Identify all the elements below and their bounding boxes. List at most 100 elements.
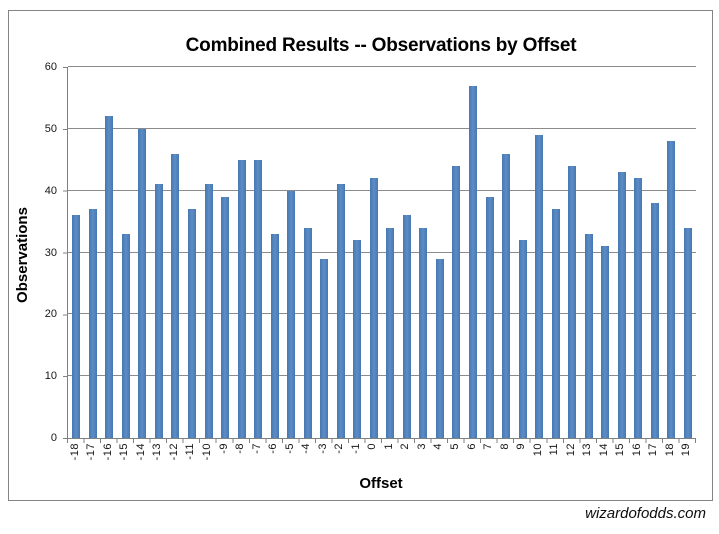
x-tick-label: -3 (316, 443, 329, 454)
x-tick-slot: 6 (464, 443, 481, 460)
bar (353, 240, 362, 438)
bar-column (382, 67, 399, 438)
x-tick-slot: -1 (348, 443, 365, 460)
x-tick-slot: -16 (100, 443, 117, 460)
x-tick-slot: -14 (133, 443, 150, 460)
gridline (68, 375, 696, 377)
x-tick-label: 10 (531, 443, 544, 457)
bar-column (68, 67, 85, 438)
bar-column (366, 67, 383, 438)
x-tick-slot: 11 (546, 443, 563, 460)
bar (237, 159, 246, 438)
x-tick-slot: 3 (414, 443, 431, 460)
x-tick-label: 3 (415, 443, 428, 450)
bar (320, 258, 329, 438)
bar (683, 227, 692, 438)
x-tick-label: -7 (250, 443, 263, 454)
x-tick-label: 1 (382, 443, 395, 450)
x-tick-slot: 16 (629, 443, 646, 460)
bar-column (647, 67, 664, 438)
bar-column (283, 67, 300, 438)
gridline (68, 251, 696, 253)
x-tick-slot: -3 (315, 443, 332, 460)
bar-column (580, 67, 597, 438)
bar (303, 227, 312, 438)
bar-column (217, 67, 234, 438)
x-axis-tick-labels: -18 -17 -16 -15 -14 -13 -12 -11 -10 -9 -8 -7 -6 -5 -4-… (67, 443, 695, 460)
bar (535, 135, 544, 438)
x-tick-label: -15 (118, 443, 131, 461)
x-tick-slot: 1 (381, 443, 398, 460)
bar (551, 209, 560, 438)
bar-column (448, 67, 465, 438)
chart-frame: Combined Results -- Observations by Offs… (8, 10, 713, 501)
bar (452, 165, 461, 438)
chart-title: Combined Results -- Observations by Offs… (185, 35, 577, 56)
y-tick-label: 10 (44, 370, 57, 383)
x-tick-slot: -5 (282, 443, 299, 460)
x-tick-slot: 4 (431, 443, 448, 460)
bar-column (465, 67, 482, 438)
bar-column (167, 67, 184, 438)
y-tick-label: 0 (50, 432, 57, 444)
y-tick-label: 30 (44, 246, 57, 259)
gridline (68, 189, 696, 191)
x-tick-label: -18 (68, 443, 81, 461)
bar-column (481, 67, 498, 438)
x-tick-label: -13 (151, 443, 164, 461)
bar (187, 209, 196, 438)
bar-column (498, 67, 515, 438)
bar (72, 215, 81, 438)
bar-column (134, 67, 151, 438)
x-tick-label: 4 (432, 443, 445, 450)
x-tick-label: -6 (267, 443, 280, 454)
y-tick-label: 40 (44, 184, 57, 197)
x-tick-slot: 7 (480, 443, 497, 460)
bar (485, 196, 494, 438)
x-axis-title: Offset (359, 475, 403, 492)
bar-column (333, 67, 350, 438)
bar (171, 153, 180, 438)
bar (419, 227, 428, 438)
x-tick-label: 2 (399, 443, 412, 450)
bar-column (614, 67, 631, 438)
x-tick-label: 13 (581, 443, 594, 457)
bar-column (200, 67, 217, 438)
bar (650, 203, 659, 438)
bar-column (680, 67, 697, 438)
x-tick-label: -2 (333, 443, 346, 454)
bar-column (432, 67, 449, 438)
bar-column (299, 67, 316, 438)
bar (369, 178, 378, 438)
bar (502, 153, 511, 438)
x-tick-slot: -9 (216, 443, 233, 460)
y-tick-label: 50 (44, 122, 57, 135)
bar-column (266, 67, 283, 438)
bar (667, 141, 676, 438)
x-tick-label: 18 (663, 443, 676, 457)
x-tick-slot: 5 (447, 443, 464, 460)
x-tick-label: -16 (101, 443, 114, 461)
x-tick-label: -11 (184, 443, 197, 460)
bar-column (663, 67, 680, 438)
x-tick-label: 12 (564, 443, 577, 457)
x-tick-slot: 19 (679, 443, 696, 460)
x-tick-slot: 18 (662, 443, 679, 460)
x-tick-slot: -12 (166, 443, 183, 460)
x-tick-label: -10 (201, 443, 214, 461)
bar-column (118, 67, 135, 438)
bar (601, 246, 610, 438)
x-tick-label: 19 (680, 443, 693, 457)
x-tick-label: 0 (366, 443, 379, 450)
x-tick-slot: 10 (530, 443, 547, 460)
x-tick-label: 16 (630, 443, 643, 457)
bar-column (250, 67, 267, 438)
x-tick-slot: 9 (513, 443, 530, 460)
bar (121, 233, 130, 438)
x-tick-slot: -11 (183, 443, 200, 460)
x-tick-label: -4 (300, 443, 313, 454)
bar-column (547, 67, 564, 438)
bar (584, 233, 593, 438)
x-tick-slot: -17 (84, 443, 101, 460)
bar-column (531, 67, 548, 438)
